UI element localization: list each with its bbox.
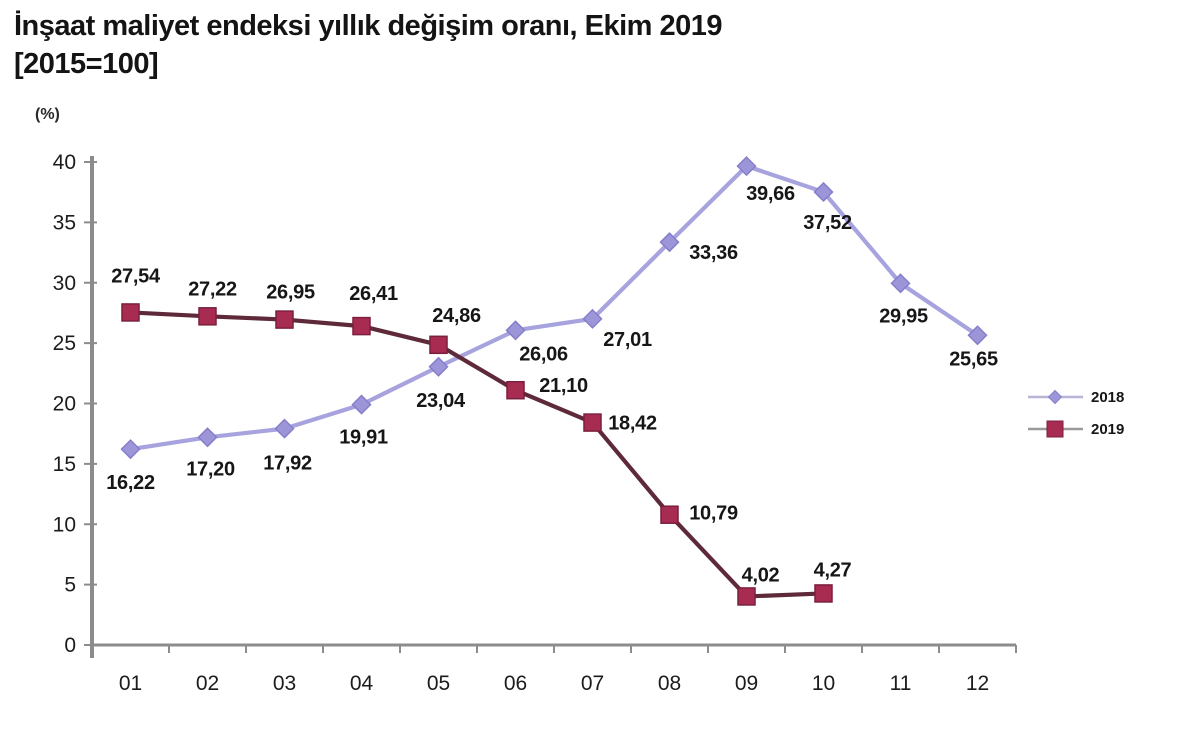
series-2019-line (130, 310, 824, 599)
x-axis-tick-label: 12 (966, 672, 989, 695)
x-axis-tick-label: 07 (581, 672, 604, 695)
x-axis-tick-label: 10 (812, 672, 835, 695)
series-2018-value-label: 19,91 (339, 427, 388, 449)
series-2019-point-04 (352, 316, 371, 336)
series-2019-value-label: 4,02 (742, 564, 780, 586)
x-axis-tick-label: 02 (196, 672, 219, 695)
series-2019-point-05 (429, 335, 448, 355)
series-2018-value-label: 16,22 (106, 472, 155, 494)
series-2018-point-12 (967, 325, 988, 346)
series-2019-point-03 (275, 310, 294, 329)
series-2018-value-label: 25,65 (949, 348, 998, 370)
series-2018-line (130, 164, 979, 452)
series-2018-point-04 (351, 394, 372, 415)
series-2019-value-label: 18,42 (608, 413, 657, 435)
series-2019-point-10 (814, 584, 833, 603)
y-axis-tick-label: 10 (53, 513, 76, 536)
y-axis-tick-label: 15 (53, 453, 76, 476)
series-2018: 16,22 17,20 17,92 19,91 23,04 26,06 27,01 33,36… (106, 156, 998, 494)
series-2018-value-label: 39,66 (746, 183, 795, 205)
x-axis-tick-label: 09 (735, 672, 758, 695)
y-axis-tick-label: 30 (53, 272, 76, 295)
x-axis-tick-label: 08 (658, 672, 681, 695)
series-2019-point-07 (583, 413, 602, 432)
y-axis-tick-label: 40 (53, 151, 76, 174)
series-2018-point-03 (274, 418, 295, 439)
series-2018-point-10 (813, 181, 834, 203)
chart-title-line1: İnşaat maliyet endeksi yıllık değişim or… (14, 10, 723, 42)
x-axis-tick-label: 04 (350, 672, 374, 695)
series-2019-value-label: 27,22 (188, 278, 237, 300)
y-axis-tick-label: 0 (64, 634, 76, 657)
series-2018-value-label: 37,52 (803, 212, 852, 234)
series-2018-value-label: 33,36 (689, 242, 738, 264)
series-2019-point-06 (506, 380, 525, 400)
series-2019-value-label: 27,54 (111, 265, 161, 287)
y-axis-tick-label: 20 (53, 393, 76, 416)
series-2019-value-label: 24,86 (432, 305, 481, 327)
chart-title: İnşaat maliyet endeksi yıllık değişim or… (14, 8, 723, 83)
legend-label-2019: 2019 (1091, 421, 1124, 438)
series-2018-point-02 (197, 427, 218, 448)
series-2019-value-label: 10,79 (689, 503, 738, 525)
y-axis-tick-label: 25 (53, 332, 76, 355)
series-2018-value-label: 26,06 (519, 343, 568, 365)
series-2019-point-01 (121, 303, 140, 322)
legend-swatch-2019 (1046, 420, 1064, 438)
series-2018-point-09 (736, 156, 757, 177)
x-axis-tick-label: 06 (504, 672, 527, 695)
legend-swatch-2018 (1047, 389, 1063, 405)
series-2019-value-label: 21,10 (539, 375, 588, 397)
series-2018-value-label: 29,95 (879, 305, 928, 327)
series-2018-point-08 (659, 232, 680, 253)
series-2018-value-label: 17,92 (263, 453, 312, 475)
series-2018-value-label: 17,20 (186, 458, 235, 480)
legend-label-2018: 2018 (1091, 389, 1124, 406)
series-2019-value-label: 26,95 (266, 282, 315, 304)
series-2019: 27,54 27,22 26,95 26,41 24,86 21,10 18,42 10,79… (111, 265, 852, 606)
legend-item-2019: 2019 (1028, 420, 1124, 438)
y-axis-unit-label: (%) (35, 106, 60, 123)
legend: 2018 2019 (1028, 389, 1124, 438)
series-2019-point-02 (198, 307, 217, 326)
series-2018-point-06 (505, 320, 526, 341)
series-2018-point-01 (120, 439, 141, 460)
y-axis-tick-label: 5 (64, 574, 76, 597)
series-2019-point-08 (660, 505, 679, 524)
x-axis-tick-label: 05 (427, 672, 450, 695)
series-2018-point-07 (582, 308, 603, 329)
series-2018-value-label: 27,01 (603, 329, 652, 351)
series-2018-point-05 (428, 356, 449, 377)
x-axis-tick-label: 01 (119, 672, 142, 695)
series-2019-value-label: 4,27 (814, 559, 852, 581)
legend-item-2018: 2018 (1028, 389, 1124, 406)
series-2019-point-09 (737, 587, 756, 606)
series-2019-value-label: 26,41 (349, 283, 398, 305)
y-axis-tick-label: 35 (53, 211, 76, 234)
chart-title-line2: [2015=100] (14, 47, 159, 80)
series-2018-value-label: 23,04 (416, 390, 466, 412)
x-axis-tick-label: 11 (890, 672, 912, 695)
x-axis-tick-label: 03 (273, 672, 296, 695)
series-2018-point-11 (890, 273, 911, 294)
